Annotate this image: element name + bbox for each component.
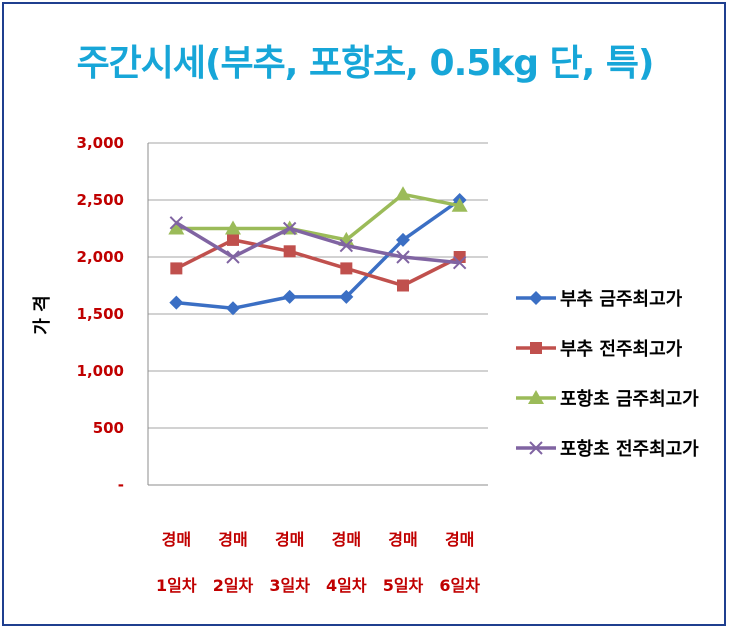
y-tick-label: - xyxy=(118,476,124,494)
x-tick-label-line: 2일차 xyxy=(213,576,254,595)
data-point-marker xyxy=(529,441,543,455)
series-3 xyxy=(169,216,467,270)
data-point-marker xyxy=(283,245,296,258)
series-line xyxy=(176,198,461,311)
y-tick-label: 1,500 xyxy=(77,305,124,323)
x-tick-label: 경매 4일차 xyxy=(326,530,367,595)
x-tick-label: 경매 1일차 xyxy=(156,530,197,595)
y-tick-label: 3,000 xyxy=(77,134,124,152)
data-point-marker xyxy=(528,390,544,404)
x-tick-label-line: 경매 xyxy=(275,530,304,549)
x-tick-label-line: 1일차 xyxy=(156,576,197,595)
data-point-marker xyxy=(397,279,409,292)
chart-title: 주간시세(부추, 포항초, 0.5kg 단, 특) xyxy=(76,43,655,84)
y-tick-label: 2,500 xyxy=(77,191,124,209)
y-tick-label: 500 xyxy=(93,419,124,437)
series-line xyxy=(175,221,460,265)
y-tick-label: 2,000 xyxy=(77,248,124,266)
legend-label: 포항초 금주최고가 xyxy=(560,389,699,410)
x-tick-label-line: 경매 xyxy=(218,530,247,549)
x-tick-label-line: 경매 xyxy=(162,530,191,549)
x-tick-label: 경매 2일차 xyxy=(213,530,254,595)
x-tick-label-line: 경매 xyxy=(388,530,417,549)
data-point-marker xyxy=(225,220,241,235)
data-point-marker xyxy=(396,250,410,264)
legend-label: 부추 금주최고가 xyxy=(560,289,683,310)
legend-item: 포항초 전주최고가 xyxy=(516,439,699,460)
data-point-marker xyxy=(226,250,240,264)
series-0 xyxy=(169,193,467,316)
data-point-marker xyxy=(226,301,240,316)
data-point-marker xyxy=(529,291,543,305)
series-line xyxy=(176,192,461,242)
legend-item: 부추 전주최고가 xyxy=(516,339,683,360)
y-tick-labels: - 500 1,000 1,500 2,000 2,500 3,000 xyxy=(77,134,124,494)
data-point-marker xyxy=(452,255,467,270)
x-tick-labels: 경매 1일차 경매 2일차 경매 3일차 경매 4일차 경매 5일차 경매 6일차 xyxy=(156,530,480,595)
legend-item: 포항초 금주최고가 xyxy=(516,389,699,410)
data-point-marker xyxy=(340,262,353,275)
data-point-marker xyxy=(282,289,297,304)
series-lines xyxy=(168,186,468,316)
x-tick-label-line: 경매 xyxy=(445,530,474,549)
y-axis-label: 가 격 xyxy=(32,295,53,334)
x-tick-label-line: 6일차 xyxy=(439,576,480,595)
x-tick-label-line: 경매 xyxy=(332,530,361,549)
legend-item: 부추 금주최고가 xyxy=(516,289,683,310)
x-tick-label-line: 4일차 xyxy=(326,576,367,595)
x-tick-label-line: 5일차 xyxy=(383,576,424,595)
data-point-marker xyxy=(169,295,184,310)
series-line xyxy=(175,238,461,288)
x-tick-label: 경매 5일차 xyxy=(383,530,424,595)
data-point-marker xyxy=(339,238,354,253)
legend-label: 부추 전주최고가 xyxy=(560,339,683,360)
legend-label: 포항초 전주최고가 xyxy=(560,439,699,460)
data-point-marker xyxy=(227,233,239,246)
data-point-marker xyxy=(168,220,185,235)
data-point-marker xyxy=(339,289,354,304)
data-point-marker xyxy=(169,216,184,230)
x-tick-label: 경매 6일차 xyxy=(439,530,480,595)
data-point-marker xyxy=(170,262,183,275)
x-tick-label-line: 3일차 xyxy=(269,576,310,595)
x-tick-label: 경매 3일차 xyxy=(269,530,310,595)
series-1 xyxy=(170,233,466,292)
data-point-marker xyxy=(282,221,297,236)
data-point-marker xyxy=(530,342,542,354)
grid-lines xyxy=(147,142,488,486)
data-point-marker xyxy=(396,232,410,247)
data-point-marker xyxy=(451,197,468,212)
y-tick-label: 1,000 xyxy=(77,362,124,380)
data-point-marker xyxy=(395,186,411,201)
